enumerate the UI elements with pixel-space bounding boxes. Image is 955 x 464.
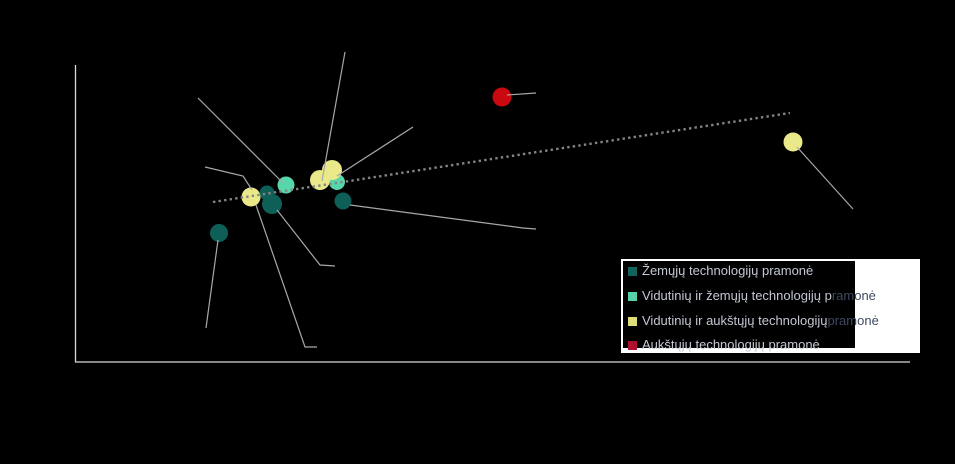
label-leader-line [336, 126, 414, 177]
data-point [492, 87, 512, 107]
label-leader-line [255, 204, 317, 348]
legend-item-label-tail: ramonė [831, 288, 876, 303]
data-point [210, 224, 228, 242]
legend-item: Žemųjų technologijų pramonė [628, 263, 813, 279]
legend-item: Vidutinių ir aukštųjų technologijų pramo… [628, 313, 879, 329]
label-leader-line [205, 239, 219, 329]
label-leader-line [197, 97, 284, 184]
label-leader-line [796, 146, 854, 210]
data-point [277, 176, 295, 194]
legend-item-label-tail: pramonė [827, 313, 879, 328]
label-leader-line [204, 166, 253, 191]
label-leader-line [349, 204, 537, 230]
legend-swatch-icon [628, 266, 637, 276]
data-point [241, 187, 261, 207]
legend-item: Aukštųjų technologijų pramonė [628, 337, 820, 353]
data-point [334, 192, 352, 210]
legend: Žemųjų technologijų pramonė Vidutinių ir … [621, 259, 920, 353]
legend-swatch-icon [628, 291, 637, 301]
data-point [262, 194, 282, 214]
label-leader-line [506, 92, 537, 96]
legend-item-label: Aukštųjų technologijų pramonė [642, 337, 820, 352]
legend-swatch-icon [628, 316, 637, 326]
legend-item: Vidutinių ir žemųjų technologijų p ramonė [628, 288, 876, 304]
label-leader-line [321, 51, 346, 182]
legend-item-label: Žemųjų technologijų pramonė [642, 263, 814, 278]
data-point [322, 160, 342, 180]
label-leader-line [276, 209, 336, 267]
trendline [212, 111, 791, 204]
data-point [783, 132, 803, 152]
legend-item-label: Vidutinių ir žemųjų technologijų p [642, 288, 832, 303]
legend-item-label: Vidutinių ir aukštųjų technologijų [642, 313, 828, 328]
legend-swatch-icon [628, 340, 637, 350]
legend-highlight-panel [623, 261, 855, 348]
